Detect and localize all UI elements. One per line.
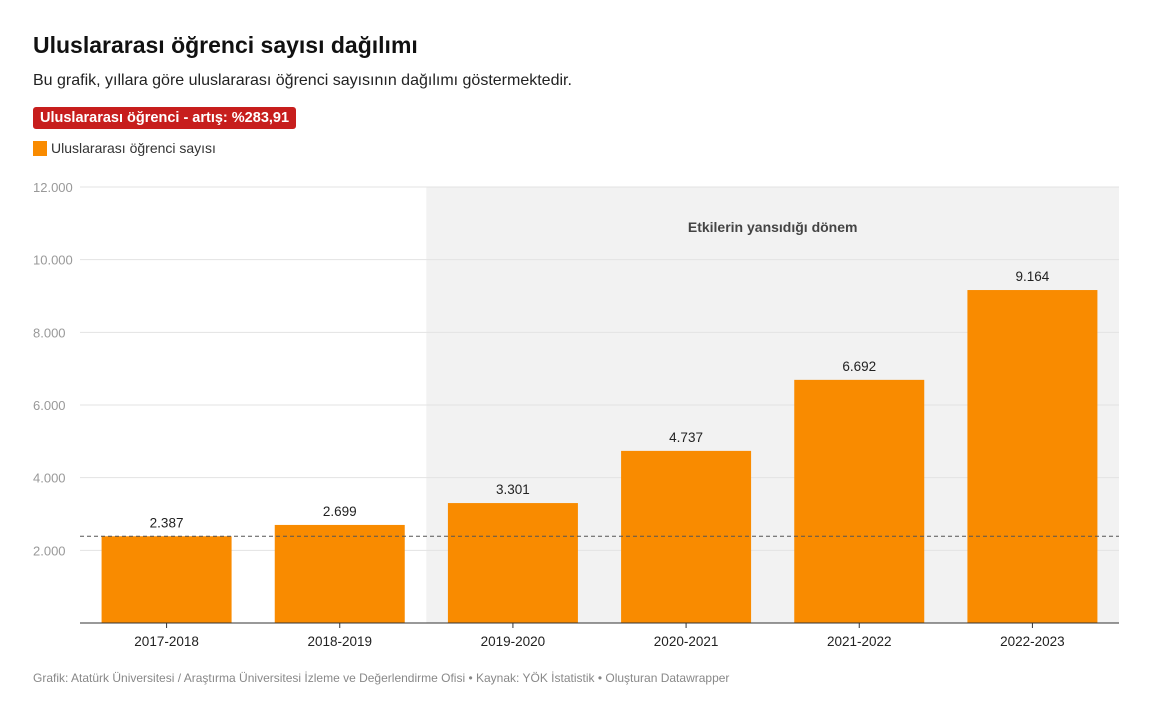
chart-title: Uluslararası öğrenci sayısı dağılımı [33, 32, 418, 58]
bar [621, 450, 752, 623]
bar-value-label: 2.387 [150, 515, 184, 530]
bar-value-label: 9.164 [1016, 269, 1050, 284]
y-tick-label: 2.000 [33, 543, 66, 558]
bar-value-label: 4.737 [669, 430, 703, 445]
legend-swatch [33, 140, 47, 156]
bar [274, 524, 405, 623]
x-tick-label: 2019-2020 [481, 634, 546, 649]
bar [967, 290, 1098, 623]
legend-label: Uluslararası öğrenci sayısı [51, 140, 216, 156]
y-tick-label: 12.000 [33, 180, 73, 195]
bar [101, 536, 232, 623]
x-tick-label: 2022-2023 [1000, 634, 1065, 649]
bar [794, 379, 925, 623]
bar [447, 503, 578, 623]
y-tick-label: 4.000 [33, 471, 66, 486]
bar-value-label: 3.301 [496, 482, 530, 497]
bar-value-label: 6.692 [842, 359, 876, 374]
x-tick-label: 2020-2021 [654, 634, 719, 649]
x-tick-label: 2018-2019 [307, 634, 372, 649]
x-tick-label: 2017-2018 [134, 634, 199, 649]
growth-badge: Uluslararası öğrenci - artış: %283,91 [33, 107, 297, 129]
chart-subtitle: Bu grafik, yıllara göre uluslararası öğr… [33, 72, 572, 89]
legend: Uluslararası öğrenci sayısı [33, 140, 216, 156]
y-tick-label: 6.000 [33, 398, 66, 413]
highlight-label: Etkilerin yansıdığı dönem [688, 219, 858, 235]
y-tick-label: 10.000 [33, 253, 73, 268]
x-tick-label: 2021-2022 [827, 634, 892, 649]
y-tick-label: 8.000 [33, 325, 66, 340]
bar-value-label: 2.699 [323, 504, 357, 519]
footer-credits: Grafik: Atatürk Üniversitesi / Araştırma… [33, 671, 730, 685]
